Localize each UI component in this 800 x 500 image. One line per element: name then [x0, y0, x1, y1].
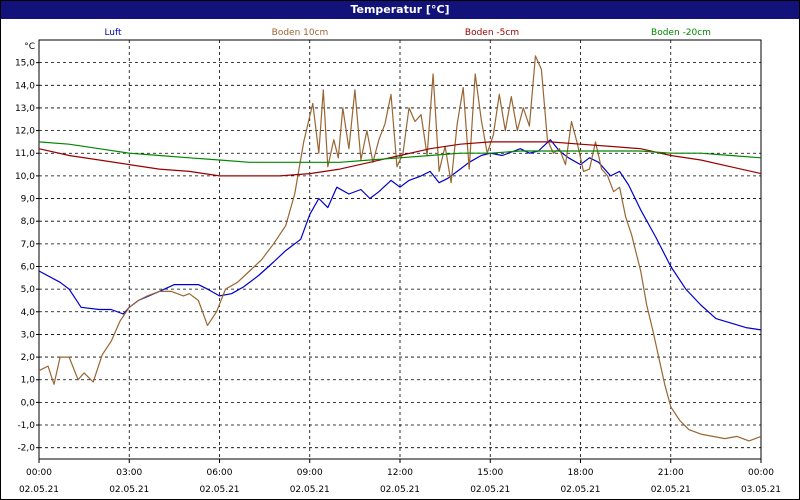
x-tick-label-time: 00:00 — [748, 468, 774, 478]
y-tick-label: 5,0 — [21, 285, 36, 295]
y-tick-label: 8,0 — [21, 217, 36, 227]
legend-entry-2: Boden 10cm — [272, 28, 329, 38]
y-tick-label: 1,0 — [21, 376, 36, 386]
legend-entry-4: Boden -20cm — [651, 28, 711, 38]
y-tick-label: 4,0 — [21, 308, 36, 318]
y-tick-label: 6,0 — [21, 262, 36, 272]
gridlines — [39, 40, 761, 459]
x-tick-label-time: 03:00 — [116, 468, 142, 478]
x-tick-label-time: 00:00 — [26, 468, 52, 478]
y-axis-label: °C — [24, 42, 35, 52]
axes: 15,0 14,0 13,0 12,0 11,0 10,0 9,0 8,0 7,0 6,0 5,0 4… — [15, 39, 781, 495]
y-tick-label: 0,0 — [21, 398, 36, 408]
x-tick-label-date: 02.05.21 — [380, 485, 420, 495]
y-tick-label: 10,0 — [15, 172, 35, 182]
x-tick-label-date: 02.05.21 — [199, 485, 239, 495]
x-tick-label-time: 21:00 — [658, 468, 684, 478]
y-tick-label: 7,0 — [21, 240, 36, 250]
series-line-1 — [38, 139, 762, 331]
legend-entry-3: Boden -5cm — [465, 28, 519, 38]
x-tick-label-time: 09:00 — [297, 468, 323, 478]
y-tick-label: -1,0 — [17, 421, 35, 431]
y-tick-label: 9,0 — [21, 195, 36, 205]
y-tick-label: 14,0 — [15, 81, 35, 91]
series-line-3 — [38, 141, 762, 177]
series-lines — [38, 55, 762, 442]
y-tick-label: 3,0 — [21, 330, 36, 340]
y-tick-label: 13,0 — [15, 104, 35, 114]
x-tick-label-date: 02.05.21 — [470, 485, 510, 495]
y-tick-label: 15,0 — [15, 59, 35, 69]
x-tick-label-time: 06:00 — [207, 468, 233, 478]
y-tick-label: -2,0 — [17, 444, 35, 454]
x-tick-label-time: 12:00 — [387, 468, 413, 478]
temperature-chart: 15,0 14,0 13,0 12,0 11,0 10,0 9,0 8,0 7,0 6,0 5,0 4… — [15, 28, 781, 495]
y-tick-label: 11,0 — [15, 149, 35, 159]
legend: Luft Boden 10cm Boden -5cm Boden -20cm — [104, 28, 711, 38]
x-tick-label-date: 02.05.21 — [290, 485, 330, 495]
series-line-2 — [38, 55, 762, 442]
x-tick-label-time: 15:00 — [477, 468, 503, 478]
x-tick-label-time: 18:00 — [568, 468, 594, 478]
x-tick-label-date: 02.05.21 — [109, 485, 149, 495]
x-tick-label-date: 02.05.21 — [19, 485, 59, 495]
x-tick-label-date: 02.05.21 — [560, 485, 600, 495]
legend-entry-1: Luft — [104, 28, 122, 38]
window-title: Temperatur [°C] — [1, 1, 799, 19]
x-tick-label-date: 03.05.21 — [741, 485, 781, 495]
x-tick-label-date: 02.05.21 — [651, 485, 691, 495]
y-tick-label: 2,0 — [21, 353, 36, 363]
series-line-4 — [38, 141, 762, 163]
y-tick-label: 12,0 — [15, 127, 35, 137]
